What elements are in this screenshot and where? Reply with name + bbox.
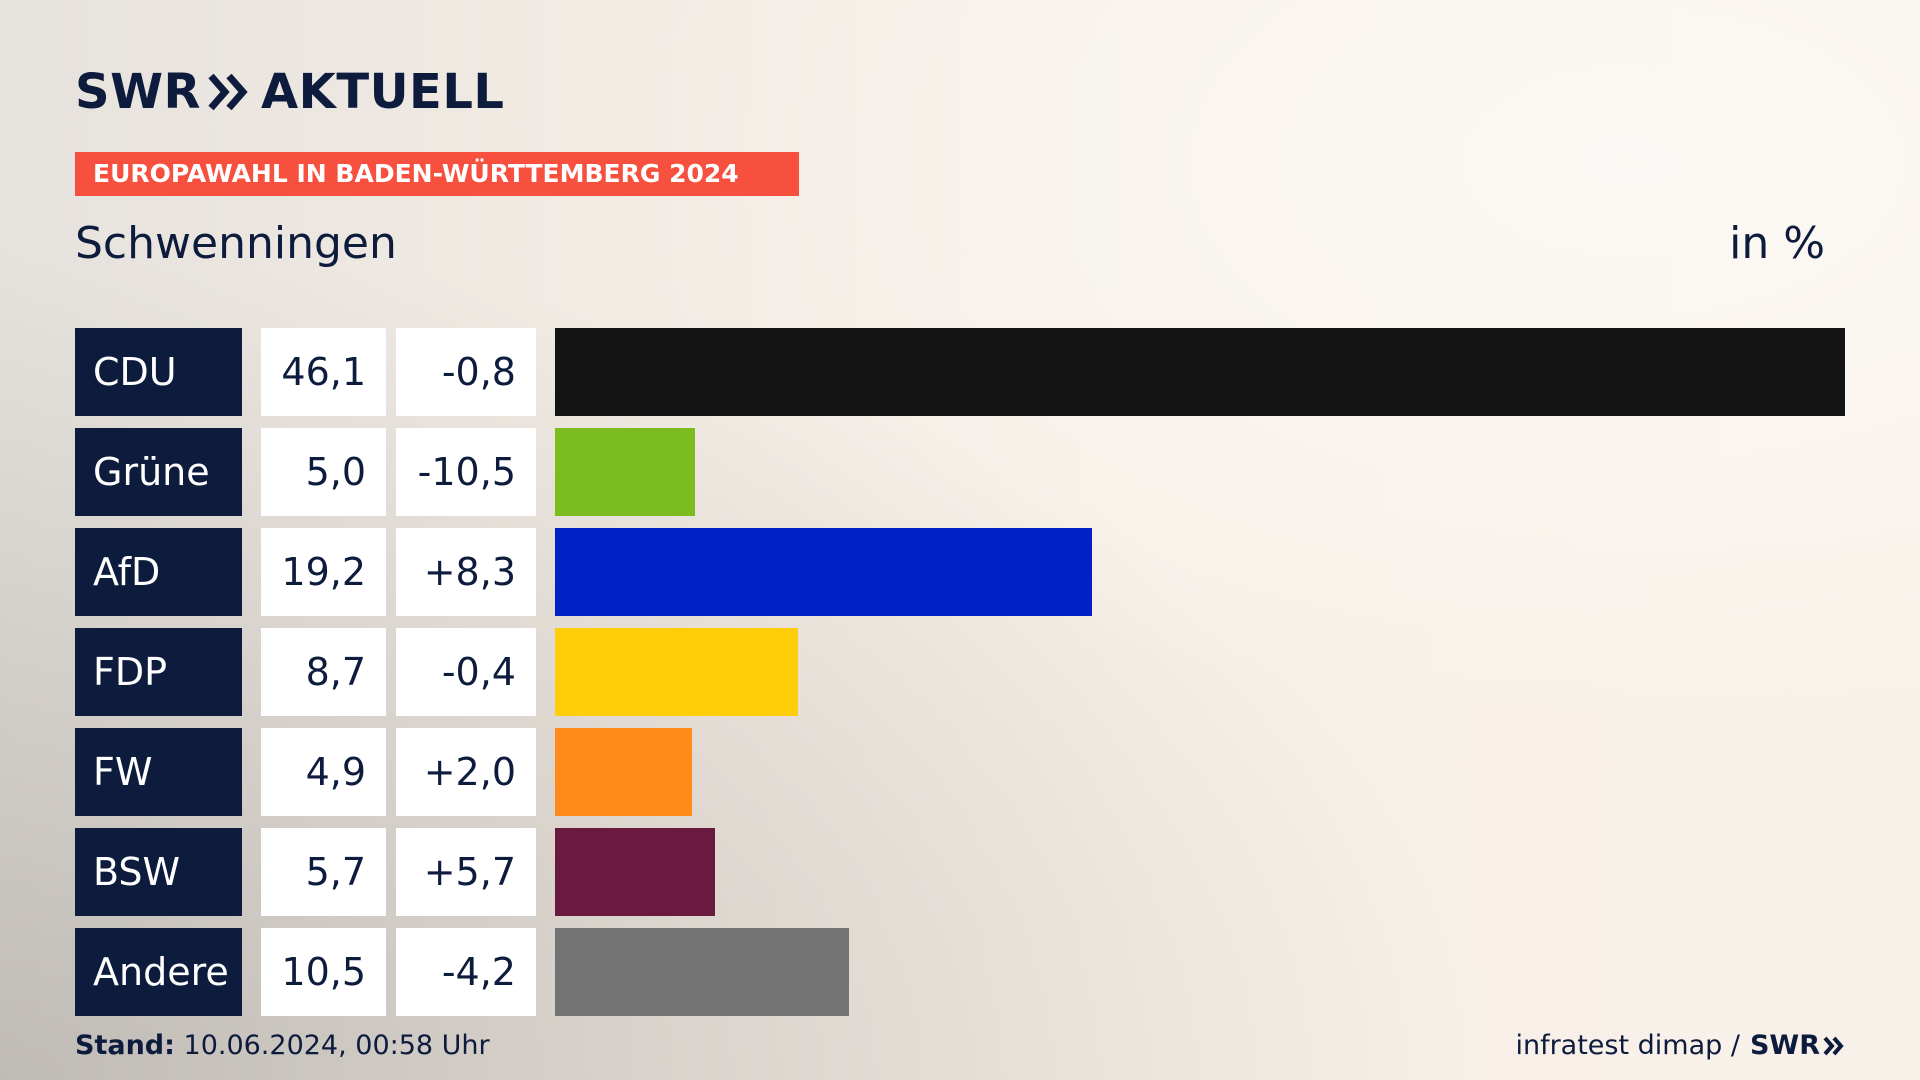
timestamp: Stand: 10.06.2024, 00:58 Uhr bbox=[75, 1030, 490, 1061]
party-label: CDU bbox=[75, 328, 242, 416]
chart-row: BSW 5,7 +5,7 bbox=[75, 828, 1845, 916]
party-label: Andere bbox=[75, 928, 242, 1016]
value-label: 46,1 bbox=[261, 328, 386, 416]
stand-value: 10.06.2024, 00:58 Uhr bbox=[183, 1030, 490, 1061]
logo-swr-text: SWR bbox=[75, 64, 201, 120]
source-credit: infratest dimap / SWR bbox=[1515, 1030, 1845, 1061]
bar bbox=[555, 928, 849, 1016]
change-label: +8,3 bbox=[396, 528, 536, 616]
logo-aktuell-text: AKTUELL bbox=[260, 64, 505, 120]
party-label: AfD bbox=[75, 528, 242, 616]
chart-row: Andere 10,5 -4,2 bbox=[75, 928, 1845, 1016]
value-label: 10,5 bbox=[261, 928, 386, 1016]
change-label: +5,7 bbox=[396, 828, 536, 916]
party-label: FDP bbox=[75, 628, 242, 716]
region-title: Schwenningen bbox=[75, 218, 397, 269]
value-label: 5,7 bbox=[261, 828, 386, 916]
unit-label: in % bbox=[1729, 218, 1825, 269]
bar bbox=[555, 828, 715, 916]
chart-row: AfD 19,2 +8,3 bbox=[75, 528, 1845, 616]
value-label: 4,9 bbox=[261, 728, 386, 816]
footer-swr-logo: SWR bbox=[1750, 1030, 1845, 1061]
double-chevron-icon bbox=[1823, 1036, 1844, 1055]
change-label: -0,8 bbox=[396, 328, 536, 416]
bar bbox=[555, 428, 695, 516]
chart-kicker: EUROPAWAHL IN BADEN-WÜRTTEMBERG 2024 bbox=[75, 152, 799, 196]
change-label: -10,5 bbox=[396, 428, 536, 516]
value-label: 19,2 bbox=[261, 528, 386, 616]
chart-row: FW 4,9 +2,0 bbox=[75, 728, 1845, 816]
bar bbox=[555, 328, 1845, 416]
bar bbox=[555, 728, 692, 816]
change-label: -0,4 bbox=[396, 628, 536, 716]
party-label: BSW bbox=[75, 828, 242, 916]
stand-label: Stand: bbox=[75, 1030, 175, 1061]
party-label: Grüne bbox=[75, 428, 242, 516]
bar bbox=[555, 628, 798, 716]
chart-row: CDU 46,1 -0,8 bbox=[75, 328, 1845, 416]
footer-logo-text: SWR bbox=[1749, 1030, 1820, 1061]
value-label: 8,7 bbox=[261, 628, 386, 716]
chart-row: Grüne 5,0 -10,5 bbox=[75, 428, 1845, 516]
swr-aktuell-logo: SWR AKTUELL bbox=[75, 64, 505, 120]
change-label: -4,2 bbox=[396, 928, 536, 1016]
chart-row: FDP 8,7 -0,4 bbox=[75, 628, 1845, 716]
party-label: FW bbox=[75, 728, 242, 816]
source-text: infratest dimap / bbox=[1515, 1030, 1740, 1061]
change-label: +2,0 bbox=[396, 728, 536, 816]
value-label: 5,0 bbox=[261, 428, 386, 516]
bar bbox=[555, 528, 1092, 616]
double-chevron-icon bbox=[208, 73, 248, 111]
